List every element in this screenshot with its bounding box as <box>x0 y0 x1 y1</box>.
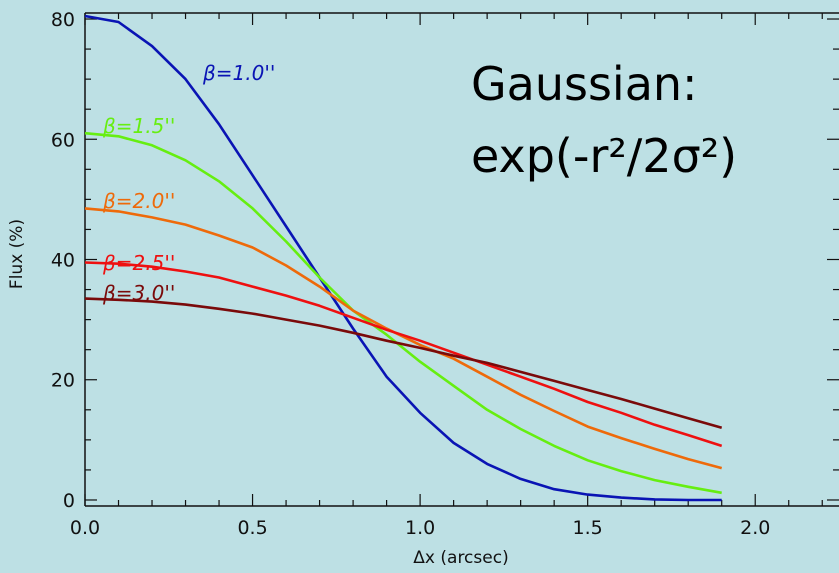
y-axis-title: Flux (%) <box>7 219 27 289</box>
y-tick-labels: 0 20 40 60 80 <box>51 9 75 512</box>
y-tick-label: 40 <box>51 250 75 272</box>
series-line-3 <box>84 207 723 470</box>
x-tick-label: 0.5 <box>237 517 267 539</box>
axis-ticks <box>84 13 839 506</box>
series-line-1 <box>84 14 722 502</box>
series-label-1: β=1.0'' <box>202 61 275 85</box>
x-tick-label: 1.5 <box>573 517 603 539</box>
x-tick-label: 0.0 <box>70 517 100 539</box>
annotation-line-1: Gaussian: <box>471 57 698 111</box>
x-axis-title: Δx (arcsec) <box>413 548 508 568</box>
series-line-2 <box>84 131 722 495</box>
series-line-5 <box>84 297 723 430</box>
annotation-line-2: exp(-r²/2σ²) <box>471 129 737 183</box>
series-line-4 <box>84 261 723 448</box>
x-tick-label: 2.0 <box>740 517 770 539</box>
x-tick-labels: 0.0 0.5 1.0 1.5 2.0 <box>70 517 770 539</box>
series-label-4: β=2.5'' <box>102 251 175 275</box>
series-label-3: β=2.0'' <box>102 189 175 213</box>
series-labels: β=1.0'' β=1.5'' β=2.0'' β=2.5'' β=3.0'' <box>102 61 275 305</box>
x-tick-label: 1.0 <box>405 517 435 539</box>
series-label-2: β=1.5'' <box>102 114 175 138</box>
series-label-5: β=3.0'' <box>102 281 175 305</box>
y-tick-label: 80 <box>51 9 75 31</box>
y-tick-label: 0 <box>63 490 75 512</box>
y-tick-label: 20 <box>51 370 75 392</box>
y-tick-label: 60 <box>51 129 75 151</box>
series-lines <box>84 14 723 502</box>
